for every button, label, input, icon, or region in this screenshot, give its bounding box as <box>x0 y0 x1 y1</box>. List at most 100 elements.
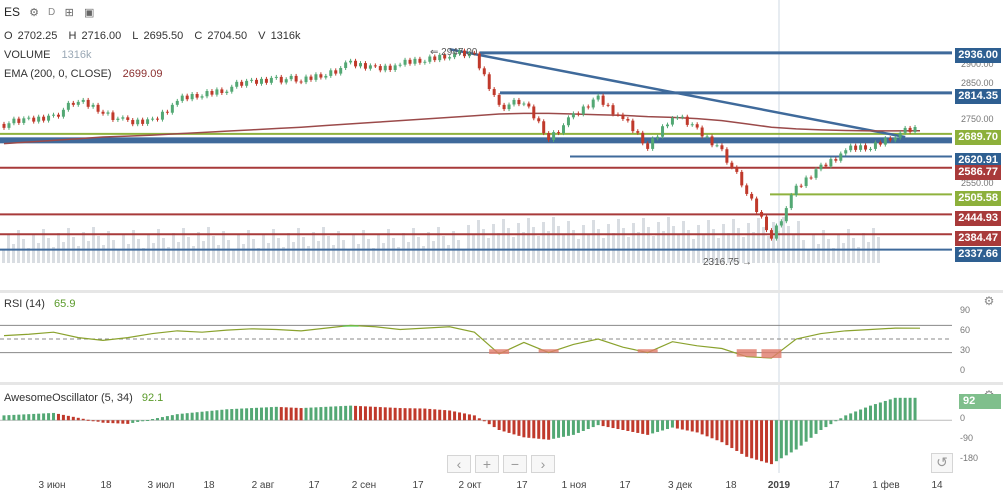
ao-bar <box>170 415 174 421</box>
ao-bar <box>245 408 249 421</box>
price-chart[interactable] <box>0 0 1003 290</box>
ao-bar <box>626 420 630 431</box>
volume-bar <box>267 243 270 263</box>
candle <box>487 74 491 90</box>
candle <box>804 177 808 187</box>
level-badge-2586[interactable]: 2586.77 <box>955 165 1001 180</box>
ema-legend[interactable]: EMA (200, 0, CLOSE) 2699.09 <box>4 65 164 83</box>
volume-bar <box>552 217 555 263</box>
volume-bar <box>847 229 850 263</box>
ao-bar <box>255 407 259 421</box>
support-band <box>0 137 952 144</box>
ao-bar <box>705 420 709 437</box>
ao-bar <box>329 406 333 421</box>
ao-bar <box>695 420 699 433</box>
level-badge-2444[interactable]: 2444.93 <box>955 211 1001 226</box>
candle <box>715 145 719 147</box>
level-badge-2936[interactable]: 2936.00 <box>955 48 1001 63</box>
ao-bar <box>492 420 496 428</box>
level-badge-2505[interactable]: 2505.58 <box>955 191 1001 206</box>
rsi-legend[interactable]: RSI (14) 65.9 <box>4 295 77 313</box>
price-panel[interactable]: ES ⚙ D ⊞ ▣ O 2702.25 H 2716.00 L 2695.50… <box>0 0 1003 290</box>
ao-bar <box>165 416 169 421</box>
ao-legend[interactable]: AwesomeOscillator (5, 34) 92.1 <box>4 389 165 407</box>
volume-bar <box>367 239 370 263</box>
interval-label[interactable]: D <box>48 6 56 18</box>
ao-bar <box>388 407 392 421</box>
volume-bar <box>87 241 90 263</box>
candle <box>423 61 427 63</box>
ao-bar <box>195 412 199 421</box>
volume-bar <box>22 239 25 263</box>
volume-bar <box>322 227 325 263</box>
ao-badge[interactable]: 92 <box>959 394 1001 409</box>
volume-bar <box>837 234 840 263</box>
symbol-label[interactable]: ES <box>4 5 21 19</box>
ao-bar <box>259 407 263 421</box>
level-badge-2337[interactable]: 2337.66 <box>955 247 1001 262</box>
rsi-tick-90: 90 <box>960 305 971 315</box>
ao-bar <box>61 414 65 421</box>
candle <box>215 89 219 95</box>
volume-bar <box>607 224 610 263</box>
ao-bar <box>710 420 714 439</box>
pane-separator[interactable] <box>0 382 1003 385</box>
trend-line <box>449 48 906 139</box>
volume-bar <box>42 229 45 263</box>
time-tick: 17 <box>516 480 528 491</box>
high-annotation: ⇐ 2947.00 <box>430 47 478 58</box>
ao-bar <box>562 420 566 437</box>
ao-bar <box>725 420 729 446</box>
candle <box>240 81 244 86</box>
volume-bar <box>757 218 760 263</box>
volume-bar <box>242 244 245 263</box>
ao-bar <box>116 420 120 424</box>
volume-legend[interactable]: VOLUME 1316k <box>4 46 94 64</box>
zoom-in-button[interactable]: + <box>475 455 499 473</box>
ema-label: EMA (200, 0, CLOSE) <box>4 68 112 80</box>
scroll-back-button[interactable]: ‹ <box>447 455 471 473</box>
candle <box>86 99 90 107</box>
volume-bar <box>307 246 310 263</box>
ao-panel[interactable]: AwesomeOscillator (5, 34) 92.1 ⚙ 92 0 -9… <box>0 385 1003 473</box>
pane-separator[interactable] <box>0 290 1003 293</box>
ao-bar <box>893 397 897 421</box>
compare-icon[interactable]: ⊞ <box>64 6 74 19</box>
volume-bar <box>622 228 625 263</box>
zoom-out-button[interactable]: − <box>503 455 527 473</box>
scroll-forward-button[interactable]: › <box>531 455 555 473</box>
rsi-chart[interactable] <box>0 293 1003 382</box>
ao-bar <box>527 420 531 438</box>
rsi-panel[interactable]: RSI (14) 65.9 ⚙ 90 60 30 0 <box>0 293 1003 382</box>
volume-bar <box>822 230 825 263</box>
ao-bar <box>794 420 798 450</box>
ao-bar <box>47 413 51 421</box>
ao-bar <box>42 413 46 421</box>
candle <box>859 145 863 150</box>
volume-bar <box>377 234 380 263</box>
ao-chart[interactable] <box>0 385 1003 473</box>
volume-bar <box>712 229 715 263</box>
ao-bar <box>903 397 907 421</box>
rsi-oversold <box>538 349 559 353</box>
candle <box>378 66 382 71</box>
candle <box>562 125 566 134</box>
gear-icon[interactable]: ⚙ <box>29 6 39 19</box>
ao-bar <box>155 418 159 421</box>
candle <box>344 62 348 69</box>
volume-bar <box>472 234 475 263</box>
level-badge-2384[interactable]: 2384.47 <box>955 231 1001 246</box>
candle <box>2 123 6 128</box>
volume-bar <box>217 245 220 263</box>
candle <box>888 138 892 141</box>
level-badge-2620[interactable]: 2620.91 <box>955 153 1001 168</box>
ao-bar <box>591 420 595 428</box>
time-axis[interactable]: 3 июн 18 3 июл 18 2 авг 17 2 сен 17 2 ок… <box>0 475 1003 498</box>
volume-bar <box>362 230 365 263</box>
rsi-settings-icon[interactable]: ⚙ <box>983 294 995 308</box>
level-badge-2814[interactable]: 2814.35 <box>955 89 1001 104</box>
volume-bar <box>572 230 575 263</box>
layout-icon[interactable]: ▣ <box>84 6 95 19</box>
level-badge-2689[interactable]: 2689.70 <box>955 130 1001 145</box>
reset-chart-icon[interactable]: ↺ <box>931 453 953 473</box>
